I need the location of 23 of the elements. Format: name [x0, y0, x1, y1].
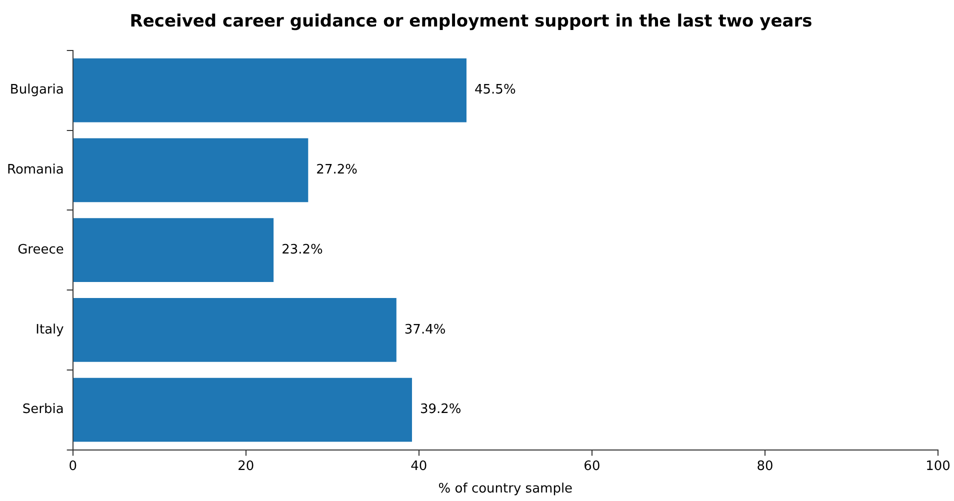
bar: [73, 58, 466, 122]
y-tick-label: Italy: [36, 322, 64, 338]
x-tick-label: 40: [410, 458, 428, 474]
data-label: 23.2%: [282, 242, 323, 258]
x-tick-label: 0: [68, 458, 77, 474]
bar: [73, 218, 274, 282]
y-tick-label: Serbia: [22, 402, 64, 418]
data-label: 27.2%: [316, 162, 358, 178]
bar: [73, 138, 308, 202]
data-label: 39.2%: [420, 402, 462, 418]
y-tick-label: Bulgaria: [10, 82, 64, 98]
data-label: 37.4%: [404, 322, 446, 338]
y-tick-label: Romania: [6, 162, 64, 178]
y-tick-label: Greece: [18, 242, 64, 258]
chart-title: Received career guidance or employment support in the last two years: [130, 12, 812, 32]
x-tick-label: 100: [926, 458, 950, 474]
x-tick-label: 80: [756, 458, 774, 474]
bar: [73, 298, 396, 362]
x-tick-label: 20: [238, 458, 254, 474]
x-axis-title: % of country sample: [438, 482, 573, 497]
x-tick-label: 60: [584, 458, 600, 474]
data-label: 45.5%: [474, 82, 516, 98]
bar: [73, 378, 412, 442]
